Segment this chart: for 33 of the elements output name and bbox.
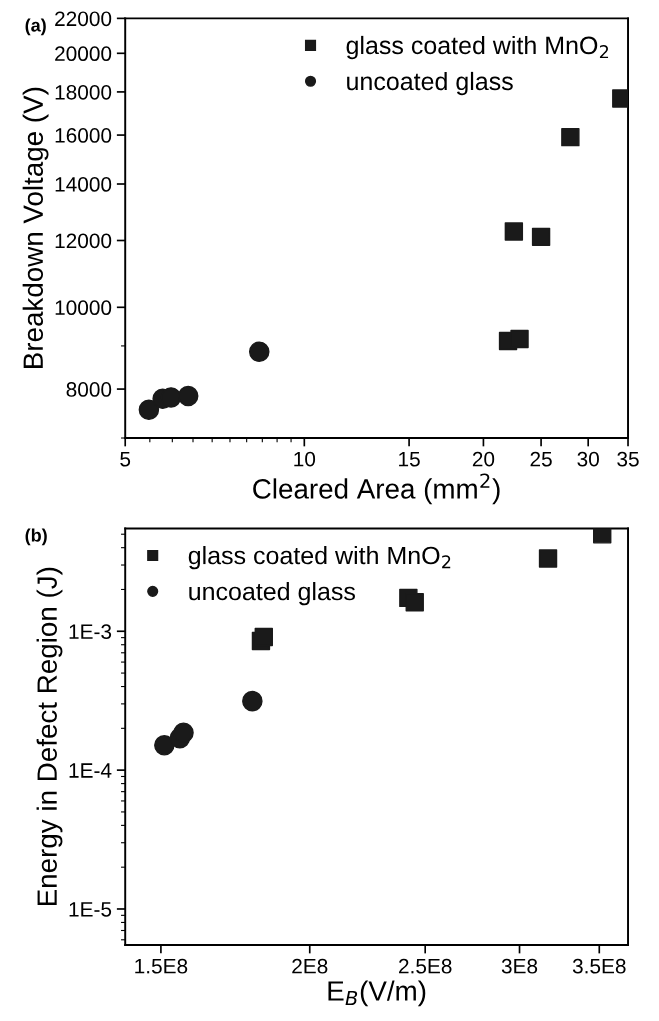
- chart-title: (a): [25, 18, 46, 36]
- y-tick-label: 1E-5: [69, 902, 112, 917]
- chart-title: (b): [25, 528, 47, 546]
- x-tick-label: 5: [120, 451, 131, 467]
- y-axis-title: Energy in Defect Region (J): [36, 567, 63, 906]
- legend-label: uncoated glass: [189, 581, 355, 606]
- x-tick-label: 20: [472, 451, 495, 467]
- legend-label: uncoated glass: [347, 71, 513, 96]
- y-tick-label: 1E-4: [69, 763, 112, 778]
- y-tick-label: 14000: [55, 177, 112, 192]
- y-tick-label: 8000: [66, 382, 112, 397]
- x-tick-label: 1.5E8: [135, 958, 188, 974]
- x-tick-label: 2.5E8: [399, 958, 452, 974]
- y-tick-label: 22000: [55, 11, 112, 27]
- x-tick-label: 15: [399, 451, 420, 467]
- x-tick-label: 35: [617, 451, 639, 467]
- x-tick-label: 2E8: [292, 958, 328, 974]
- y-tick-label: 18000: [55, 84, 112, 100]
- y-tick-label: 16000: [55, 128, 112, 143]
- y-tick-label: 20000: [55, 46, 112, 62]
- legend-label: glass coated with MnO$_{2}$: [188, 545, 451, 570]
- x-tick-label: 25: [530, 451, 552, 467]
- legend-label: glass coated with MnO$_{2}$: [346, 35, 609, 60]
- x-tick-label: 3.5E8: [572, 958, 626, 974]
- y-tick-label: 10000: [55, 300, 112, 316]
- x-tick-label: 10: [294, 451, 316, 467]
- y-axis-title: Breakdown Voltage (V): [22, 87, 49, 368]
- x-tick-label: 30: [577, 451, 599, 467]
- x-axis-title: Cleared Area (mm$^{2}$): [253, 473, 500, 505]
- x-axis-title: E$_{B}$(V/m): [328, 980, 426, 1007]
- x-tick-label: 3E8: [501, 958, 538, 974]
- y-tick-label: 12000: [55, 233, 112, 249]
- y-tick-label: 1E-3: [69, 624, 112, 640]
